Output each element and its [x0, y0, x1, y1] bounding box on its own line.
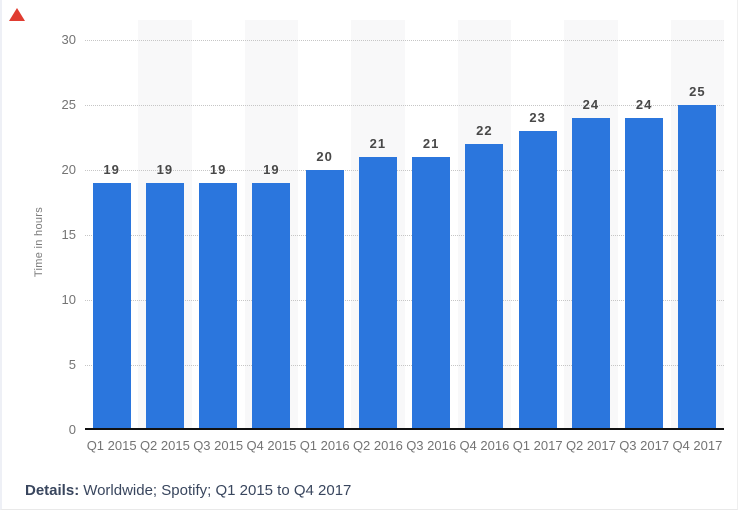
bar[interactable] — [145, 183, 184, 430]
bar[interactable] — [518, 131, 557, 430]
gridline — [85, 170, 724, 171]
details-text: Worldwide; Spotify; Q1 2015 to Q4 2017 — [83, 482, 352, 499]
x-tick-label: Q3 2016 — [406, 438, 457, 453]
x-tick-label: Q1 2017 — [512, 438, 563, 453]
bar[interactable] — [358, 157, 397, 430]
x-tick-label: Q1 2016 — [299, 438, 350, 453]
x-axis-line — [85, 428, 724, 430]
y-tick-label: 15 — [61, 227, 76, 242]
y-axis-title: Time in hours — [33, 206, 45, 278]
bar[interactable] — [465, 144, 504, 430]
y-tick-label: 30 — [61, 32, 76, 47]
bar-value-label: 19 — [263, 162, 280, 177]
gridline — [85, 235, 724, 236]
bar-value-label: 21 — [422, 136, 440, 151]
bar-value-label: 22 — [476, 123, 493, 138]
bar[interactable] — [678, 105, 717, 430]
x-tick-label: Q2 2016 — [352, 438, 403, 453]
x-tick-label: Q3 2017 — [619, 438, 670, 453]
bar-value-label: 24 — [635, 97, 653, 112]
gridline — [85, 365, 724, 366]
gridline — [85, 105, 724, 106]
bar-value-label: 25 — [689, 84, 706, 99]
red-corner-marker-icon — [9, 8, 25, 21]
bar-value-label: 24 — [582, 97, 600, 112]
bar[interactable] — [199, 183, 238, 430]
y-tick-label: 25 — [61, 97, 76, 112]
bar-value-label: 19 — [209, 162, 227, 177]
bar[interactable] — [252, 183, 291, 430]
bar[interactable] — [305, 170, 344, 430]
x-tick-label: Q4 2015 — [246, 438, 297, 453]
y-tick-label: 10 — [61, 292, 76, 307]
gridline — [85, 40, 724, 41]
details-label: Details: — [25, 482, 80, 499]
bar[interactable] — [92, 183, 131, 430]
x-tick-label: Q3 2015 — [193, 438, 244, 453]
x-tick-label: Q2 2017 — [565, 438, 616, 453]
gridline — [85, 300, 724, 301]
y-tick-label: 0 — [68, 422, 76, 437]
x-tick-label: Q2 2015 — [139, 438, 190, 453]
bar-value-label: 20 — [316, 149, 333, 164]
bar[interactable] — [571, 118, 610, 430]
bar-value-label: 23 — [529, 110, 546, 125]
x-tick-label: Q1 2015 — [86, 438, 137, 453]
bar[interactable] — [412, 157, 451, 430]
bar-value-label: 21 — [369, 136, 387, 151]
x-tick-label: Q4 2016 — [459, 438, 510, 453]
y-tick-label: 5 — [68, 357, 76, 372]
details-row: Details: Worldwide; Spotify; Q1 2015 to Q… — [25, 481, 351, 500]
bar-value-label: 19 — [156, 162, 174, 177]
bar[interactable] — [625, 118, 664, 430]
bar-value-label: 19 — [103, 162, 120, 177]
y-tick-label: 20 — [61, 162, 76, 177]
x-tick-label: Q4 2017 — [672, 438, 723, 453]
